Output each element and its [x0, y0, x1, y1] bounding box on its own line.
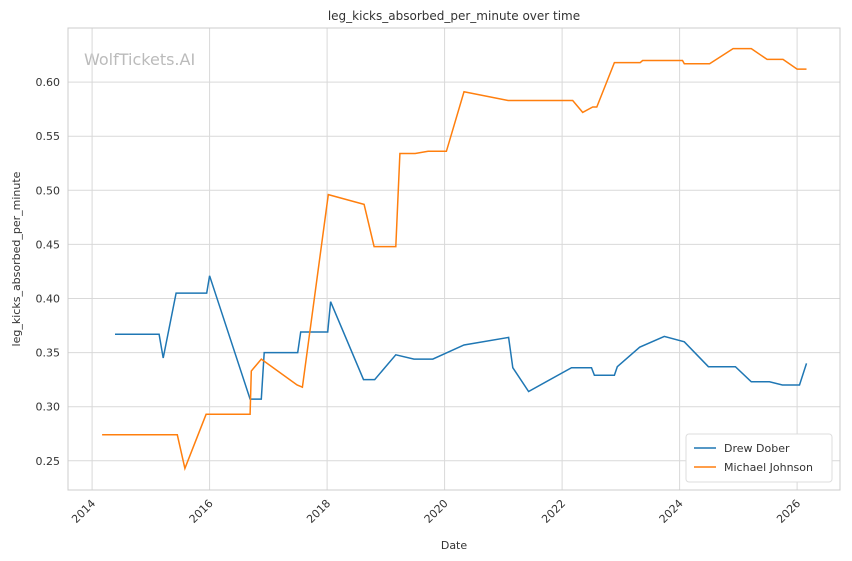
legend: Drew Dober Michael Johnson: [685, 433, 833, 483]
y-tick-label: 0.40: [36, 292, 61, 305]
legend-label: Michael Johnson: [724, 461, 813, 474]
chart-title: leg_kicks_absorbed_per_minute over time: [328, 9, 580, 23]
x-axis-label: Date: [441, 539, 468, 552]
legend-label: Drew Dober: [724, 442, 790, 455]
legend-box: [685, 433, 833, 483]
y-axis-label: leg_kicks_absorbed_per_minute: [10, 171, 23, 346]
y-tick-label: 0.55: [36, 130, 61, 143]
y-tick-label: 0.35: [36, 347, 61, 360]
series-line: [102, 47, 807, 471]
y-tick-label: 0.30: [36, 401, 61, 414]
y-tick-label: 0.45: [36, 238, 61, 251]
y-tick-label: 0.25: [36, 455, 61, 468]
plot-frame: [67, 27, 841, 491]
y-tick-label: 0.50: [36, 184, 61, 197]
y-tick-label: 0.60: [36, 76, 61, 89]
watermark: WolfTickets.AI: [84, 50, 195, 69]
